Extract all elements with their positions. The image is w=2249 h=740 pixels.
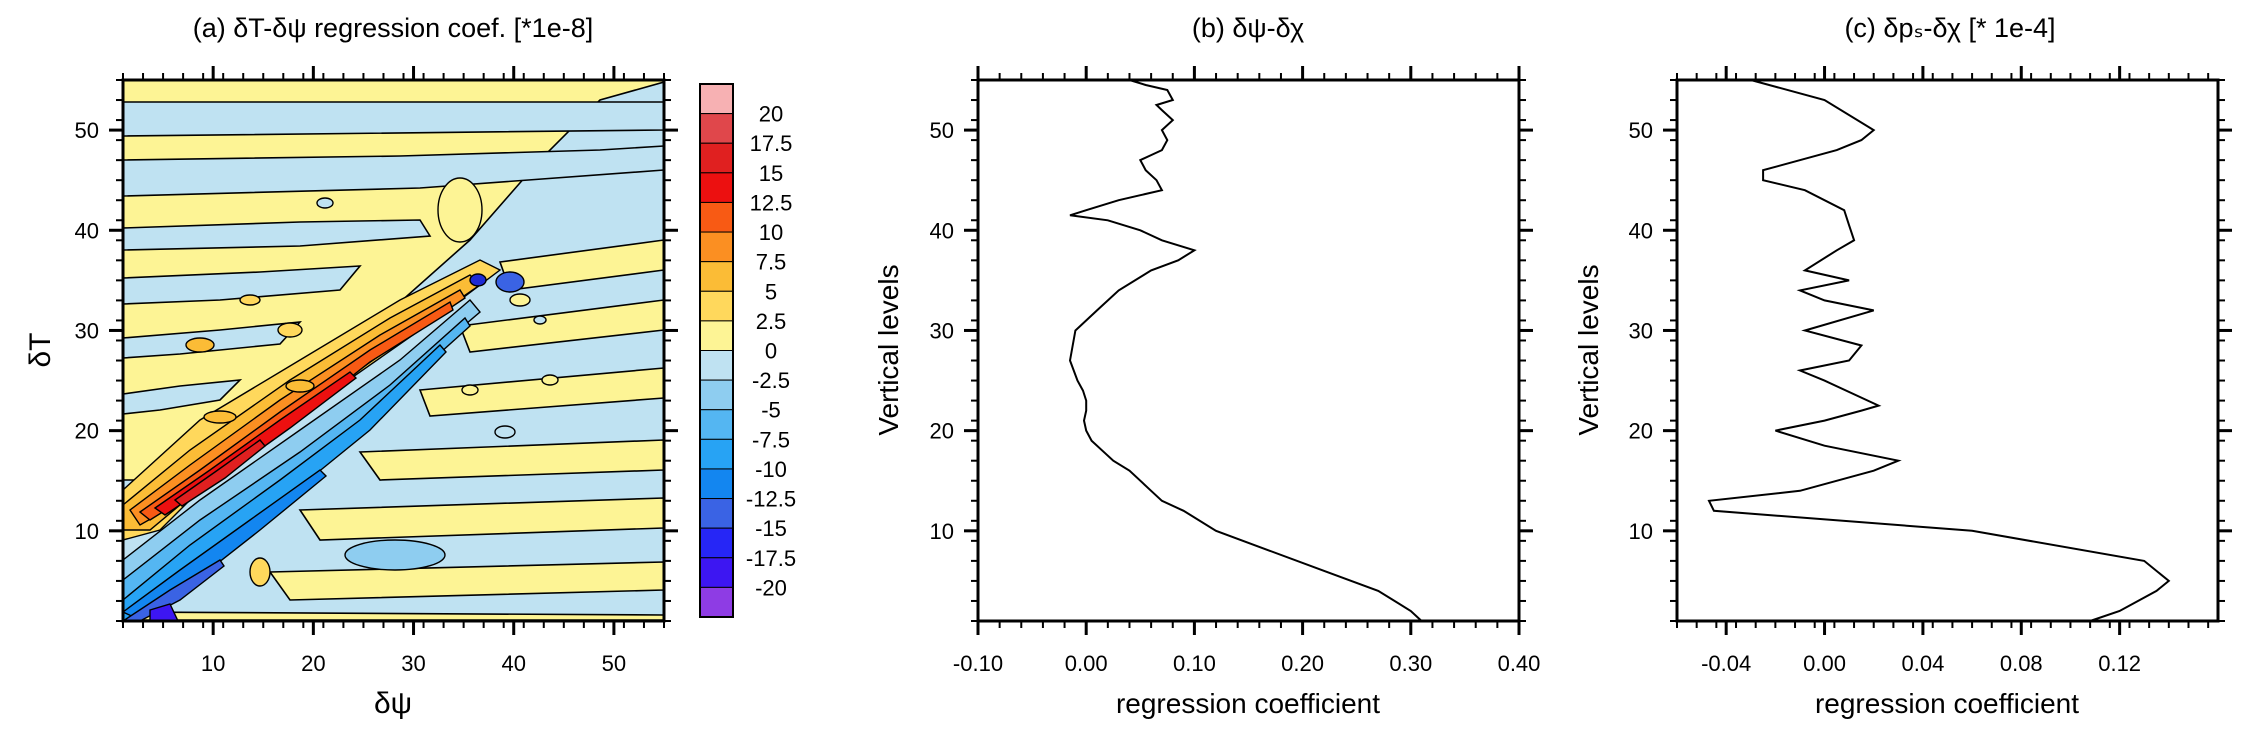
y-tick-label: 50 — [930, 118, 954, 143]
colorbar-swatch — [699, 201, 734, 233]
panel-a-title: (a) δT-δψ regression coef. [*1e-8] — [193, 13, 593, 43]
x-tick-label: 50 — [602, 651, 626, 676]
colorbar-swatch — [699, 290, 734, 322]
colorbar-label: -15 — [755, 516, 787, 541]
x-tick-label: 10 — [201, 651, 225, 676]
colorbar: 20 17.5 15 12.5 10 7.5 5 2.5 0 -2.5 -5 -7.5 -10 -12.5… — [699, 83, 796, 618]
panel-c-ticks: -0.04 0.00 0.04 0.08 0.12 10 20 30 40 50 — [1629, 66, 2232, 676]
y-tick-label: 20 — [930, 419, 954, 444]
colorbar-swatch — [699, 83, 734, 115]
panel-b-xlabel: regression coefficient — [1116, 688, 1380, 719]
colorbar-swatch — [699, 350, 734, 381]
colorbar-swatch — [699, 261, 734, 292]
colorbar-label: 5 — [765, 279, 777, 304]
y-tick-label: 30 — [930, 318, 954, 343]
positive-bands-lower — [123, 239, 664, 621]
panel-b-ticks: -0.10 0.00 0.10 0.20 0.30 0.40 10 20 30 40 50 — [930, 66, 1541, 676]
panel-a-frame — [121, 78, 666, 623]
x-tick-label: 20 — [301, 651, 325, 676]
negative-ridge — [123, 299, 481, 621]
colorbar-label: 7.5 — [756, 250, 787, 275]
y-tick-label: 50 — [1629, 118, 1653, 143]
x-tick-label: -0.04 — [1701, 651, 1751, 676]
x-tick-label: 0.40 — [1498, 651, 1541, 676]
colorbar-label: -5 — [761, 398, 781, 423]
panel-c-frame — [1675, 78, 2220, 623]
colorbar-label: -17.5 — [746, 546, 796, 571]
x-tick-label: 0.20 — [1281, 651, 1324, 676]
panel-b-frame — [976, 78, 1521, 623]
colorbar-label: -10 — [755, 457, 787, 482]
colorbar-frame — [699, 83, 734, 618]
x-tick-label: 0.10 — [1173, 651, 1216, 676]
panel-c-title: (c) δpₛ-δχ [* 1e-4] — [1844, 13, 2055, 43]
contour-blobs — [185, 177, 559, 587]
panel-b-ylabel: Vertical levels — [873, 264, 904, 435]
colorbar-swatch — [699, 438, 734, 470]
x-tick-label: 0.00 — [1803, 651, 1846, 676]
colorbar-swatch — [699, 586, 734, 618]
colorbar-label: 10 — [759, 220, 783, 245]
y-tick-label: 40 — [930, 218, 954, 243]
colorbar-label: -2.5 — [752, 368, 790, 393]
y-tick-label: 40 — [1629, 218, 1653, 243]
panel-a-ylabel: δT — [24, 332, 57, 367]
colorbar-label: 12.5 — [750, 190, 793, 215]
x-tick-label: 0.12 — [2098, 651, 2141, 676]
y-tick-label: 20 — [1629, 419, 1653, 444]
y-tick-label: 40 — [75, 218, 99, 243]
colorbar-swatch — [699, 498, 734, 529]
x-tick-label: -0.10 — [953, 651, 1003, 676]
colorbar-label: -20 — [755, 575, 787, 600]
colorbar-swatch — [699, 379, 734, 411]
colorbar-label: 17.5 — [750, 131, 793, 156]
colorbar-swatch — [699, 409, 734, 440]
positive-ridge — [123, 259, 502, 541]
colorbar-swatch — [699, 320, 734, 351]
x-tick-label: 0.08 — [2000, 651, 2043, 676]
y-tick-label: 10 — [75, 519, 99, 544]
y-tick-label: 30 — [1629, 318, 1653, 343]
colorbar-label: 2.5 — [756, 309, 787, 334]
x-tick-label: 40 — [501, 651, 525, 676]
colorbar-swatch — [699, 468, 734, 500]
y-tick-label: 30 — [75, 318, 99, 343]
x-tick-label: 30 — [401, 651, 425, 676]
colorbar-swatch — [699, 231, 734, 263]
colorbar-swatch — [699, 557, 734, 588]
series-line-b — [1068, 79, 1423, 622]
positive-bands — [123, 80, 664, 481]
y-tick-label: 10 — [1629, 519, 1653, 544]
panel-c-line: (c) δpₛ-δχ [* 1e-4] -0.04 0.00 0.04 0.08 0.1… — [1573, 13, 2232, 719]
colorbar-label: 15 — [759, 161, 783, 186]
y-tick-label: 20 — [75, 419, 99, 444]
panel-c-ylabel: Vertical levels — [1573, 264, 1604, 435]
colorbar-swatch — [699, 113, 734, 144]
colorbar-swatch — [699, 142, 734, 174]
colorbar-label: 0 — [765, 339, 777, 364]
contour-field — [123, 80, 664, 621]
x-tick-label: 0.00 — [1065, 651, 1108, 676]
x-tick-label: 0.04 — [1901, 651, 1944, 676]
colorbar-swatch — [699, 527, 734, 559]
panel-c-xlabel: regression coefficient — [1815, 688, 2079, 719]
colorbar-label: 20 — [759, 102, 783, 127]
series-line-c — [1707, 79, 2171, 622]
panel-a-ticks: 10 20 30 40 50 10 20 30 40 50 — [75, 66, 678, 676]
panel-b-line: (b) δψ-δχ -0.10 0.00 0.10 0.20 0.30 0.40 10 20 3… — [873, 13, 1540, 719]
panel-a-heatmap: (a) δT-δψ regression coef. [*1e-8] — [24, 13, 796, 720]
panel-b-title: (b) δψ-δχ — [1192, 13, 1304, 43]
colorbar-label: -12.5 — [746, 487, 796, 512]
colorbar-label: -7.5 — [752, 427, 790, 452]
y-tick-label: 10 — [930, 519, 954, 544]
colorbar-swatch — [699, 172, 734, 203]
x-tick-label: 0.30 — [1389, 651, 1432, 676]
panel-a-xlabel: δψ — [374, 687, 412, 720]
y-tick-label: 50 — [75, 118, 99, 143]
